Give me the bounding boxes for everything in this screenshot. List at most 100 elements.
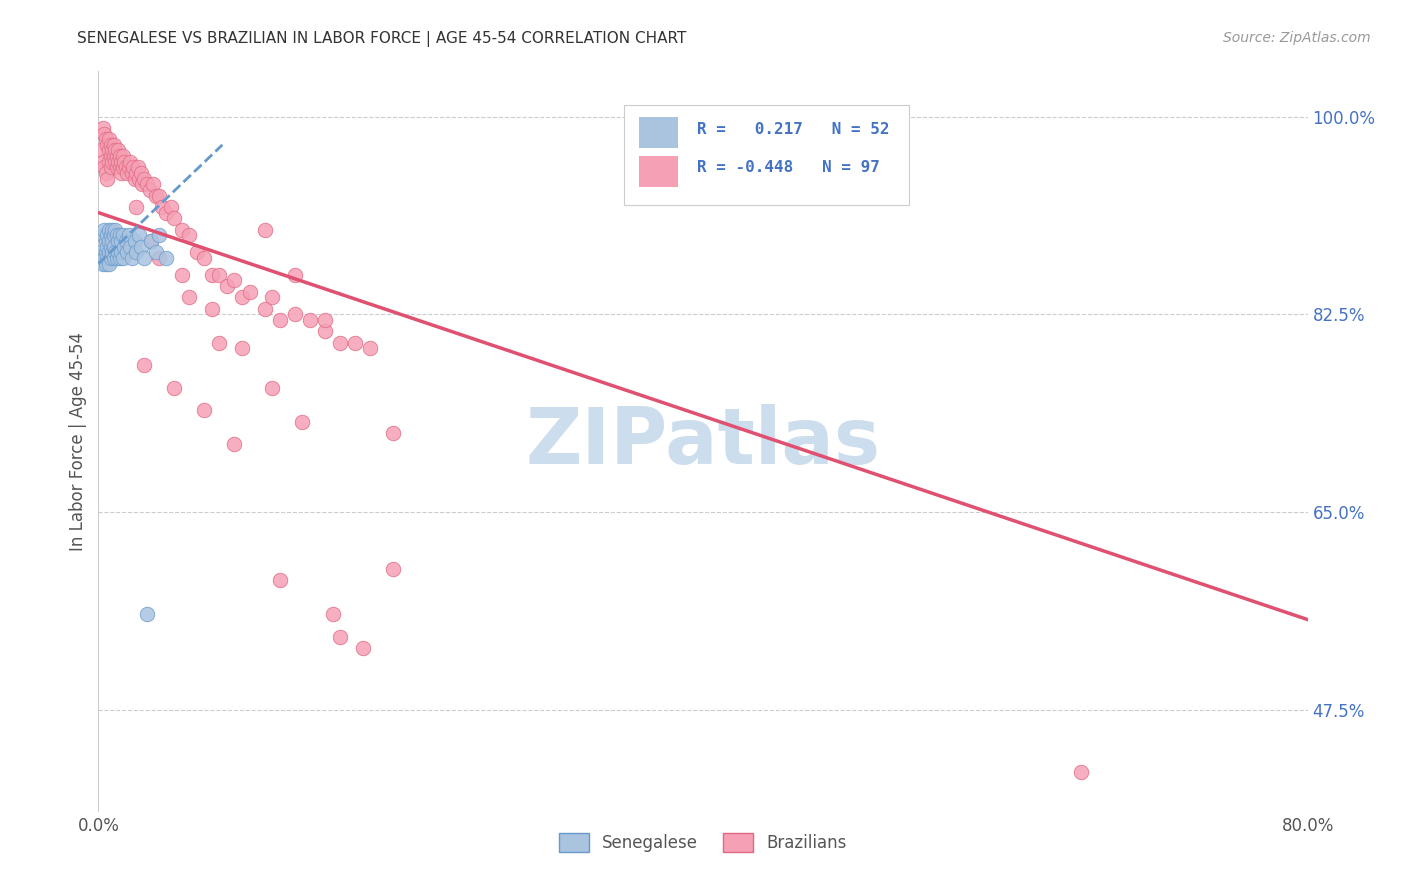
Point xyxy=(201,268,224,282)
Point xyxy=(329,335,352,350)
Point xyxy=(112,239,135,253)
Point xyxy=(139,183,162,197)
Point xyxy=(118,228,141,243)
Point xyxy=(314,324,336,338)
Point xyxy=(239,285,262,299)
Point xyxy=(129,166,152,180)
Point xyxy=(115,245,138,260)
Point xyxy=(98,234,121,248)
Point xyxy=(231,290,253,304)
Point xyxy=(121,251,143,265)
Point xyxy=(155,251,177,265)
Point xyxy=(163,211,186,226)
Point xyxy=(186,245,208,260)
Point xyxy=(103,251,125,265)
Point xyxy=(141,234,163,248)
Bar xyxy=(638,156,678,186)
Point xyxy=(299,313,322,327)
Point xyxy=(94,256,117,270)
Point xyxy=(262,381,284,395)
FancyBboxPatch shape xyxy=(624,104,908,204)
Point xyxy=(98,222,121,236)
Point xyxy=(107,154,129,169)
Point xyxy=(291,415,314,429)
Point xyxy=(269,313,291,327)
Text: R =   0.217   N = 52: R = 0.217 N = 52 xyxy=(697,121,890,136)
Point xyxy=(253,222,276,236)
Point xyxy=(105,149,128,163)
Point xyxy=(253,301,276,316)
Point xyxy=(101,245,124,260)
Point xyxy=(93,222,115,236)
Point xyxy=(110,154,132,169)
Point xyxy=(107,144,129,158)
Point xyxy=(284,307,307,321)
Point xyxy=(110,234,132,248)
Point xyxy=(269,573,291,587)
Point xyxy=(148,188,170,202)
Point xyxy=(148,251,170,265)
Point xyxy=(124,171,146,186)
Point xyxy=(121,166,143,180)
Point xyxy=(98,144,121,158)
Point xyxy=(142,178,165,192)
Point xyxy=(107,234,129,248)
Point xyxy=(91,120,114,135)
Point xyxy=(145,188,167,202)
Point xyxy=(108,251,131,265)
Point xyxy=(193,403,215,417)
Point xyxy=(91,228,114,243)
Point xyxy=(94,132,117,146)
Point xyxy=(101,222,124,236)
Point xyxy=(170,268,193,282)
Point xyxy=(124,234,146,248)
Point xyxy=(179,290,201,304)
Point xyxy=(118,161,141,175)
Point xyxy=(93,251,115,265)
Point xyxy=(103,149,125,163)
Point xyxy=(201,301,224,316)
Point xyxy=(98,154,121,169)
Point xyxy=(94,166,117,180)
Point xyxy=(104,245,127,260)
Point xyxy=(131,178,153,192)
Point xyxy=(96,137,118,152)
Point xyxy=(344,335,367,350)
Point xyxy=(91,154,114,169)
Point xyxy=(98,245,121,260)
Point xyxy=(100,228,122,243)
Point xyxy=(155,205,177,219)
Point xyxy=(141,234,163,248)
Point xyxy=(101,154,124,169)
Point xyxy=(125,166,148,180)
Point xyxy=(104,154,127,169)
Point xyxy=(352,640,374,655)
Point xyxy=(98,132,121,146)
Point xyxy=(382,425,405,440)
Point xyxy=(148,228,170,243)
Point xyxy=(382,562,405,576)
Text: ZIPatlas: ZIPatlas xyxy=(526,403,880,480)
Point xyxy=(105,161,128,175)
Point xyxy=(111,251,134,265)
Point xyxy=(163,381,186,395)
Point xyxy=(105,228,128,243)
Point xyxy=(132,251,155,265)
Point xyxy=(100,251,122,265)
Point xyxy=(111,228,134,243)
Point xyxy=(208,335,231,350)
Point xyxy=(120,239,142,253)
Point xyxy=(128,228,150,243)
Point xyxy=(115,166,138,180)
Point xyxy=(231,341,253,355)
Point xyxy=(129,239,152,253)
Point xyxy=(224,437,246,451)
Point xyxy=(96,171,118,186)
Text: R = -0.448   N = 97: R = -0.448 N = 97 xyxy=(697,160,880,175)
Point xyxy=(125,200,148,214)
Point xyxy=(94,245,117,260)
Point xyxy=(111,149,134,163)
Point xyxy=(179,228,201,243)
Point xyxy=(112,154,135,169)
Point xyxy=(122,161,145,175)
